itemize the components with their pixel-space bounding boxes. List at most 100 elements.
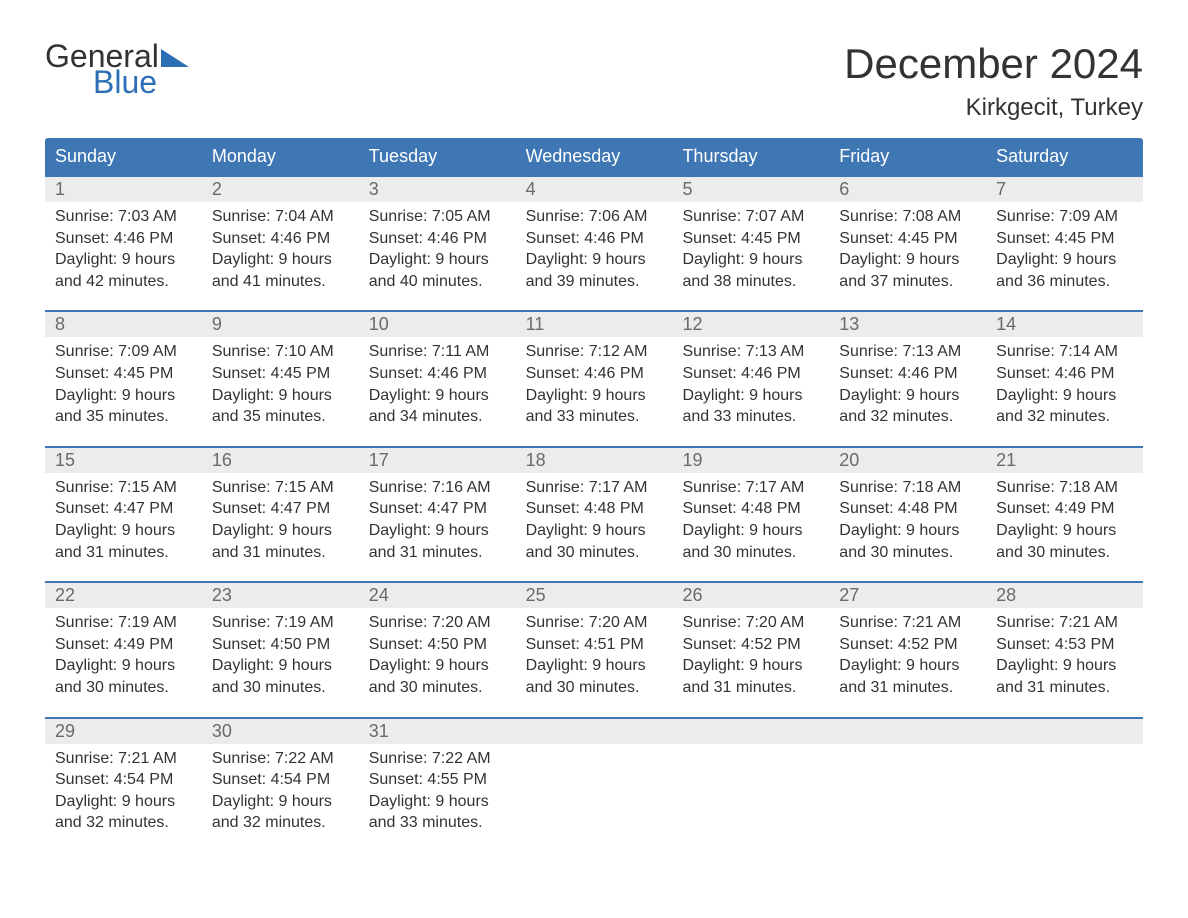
day-number: 17 [359,446,516,473]
sunrise-line: Sunrise: 7:09 AM [55,341,192,363]
day-header: Friday [829,138,986,175]
sunrise-line: Sunrise: 7:22 AM [369,748,506,770]
cell-body: Sunrise: 7:03 AMSunset: 4:46 PMDaylight:… [45,202,202,292]
cell-body: Sunrise: 7:18 AMSunset: 4:49 PMDaylight:… [986,473,1143,563]
calendar-cell: 30Sunrise: 7:22 AMSunset: 4:54 PMDayligh… [202,717,359,834]
calendar-cell: 14Sunrise: 7:14 AMSunset: 4:46 PMDayligh… [986,310,1143,427]
day-number: 3 [359,175,516,202]
calendar-cell: 22Sunrise: 7:19 AMSunset: 4:49 PMDayligh… [45,581,202,698]
calendar-week: 22Sunrise: 7:19 AMSunset: 4:49 PMDayligh… [45,581,1143,698]
daylight-line: Daylight: 9 hours and 32 minutes. [212,791,349,834]
daylight-line: Daylight: 9 hours and 31 minutes. [682,655,819,698]
day-number: 8 [45,310,202,337]
sunset-line: Sunset: 4:46 PM [526,228,663,250]
cell-body: Sunrise: 7:11 AMSunset: 4:46 PMDaylight:… [359,337,516,427]
sunrise-line: Sunrise: 7:15 AM [55,477,192,499]
day-number: 20 [829,446,986,473]
cell-body: Sunrise: 7:22 AMSunset: 4:54 PMDaylight:… [202,744,359,834]
cell-body: Sunrise: 7:20 AMSunset: 4:51 PMDaylight:… [516,608,673,698]
daylight-line: Daylight: 9 hours and 30 minutes. [526,520,663,563]
sunset-line: Sunset: 4:47 PM [55,498,192,520]
day-header: Tuesday [359,138,516,175]
day-number: 24 [359,581,516,608]
sunrise-line: Sunrise: 7:19 AM [55,612,192,634]
calendar-cell: 10Sunrise: 7:11 AMSunset: 4:46 PMDayligh… [359,310,516,427]
calendar-cell: 25Sunrise: 7:20 AMSunset: 4:51 PMDayligh… [516,581,673,698]
sunset-line: Sunset: 4:46 PM [996,363,1133,385]
day-number: 1 [45,175,202,202]
calendar-cell: 6Sunrise: 7:08 AMSunset: 4:45 PMDaylight… [829,175,986,292]
calendar-cell: 13Sunrise: 7:13 AMSunset: 4:46 PMDayligh… [829,310,986,427]
day-header: Saturday [986,138,1143,175]
sunrise-line: Sunrise: 7:17 AM [526,477,663,499]
day-header: Sunday [45,138,202,175]
sunset-line: Sunset: 4:49 PM [55,634,192,656]
day-number: 28 [986,581,1143,608]
day-header-row: SundayMondayTuesdayWednesdayThursdayFrid… [45,138,1143,175]
day-header: Monday [202,138,359,175]
calendar-cell: 7Sunrise: 7:09 AMSunset: 4:45 PMDaylight… [986,175,1143,292]
sunrise-line: Sunrise: 7:12 AM [526,341,663,363]
calendar-cell: 31Sunrise: 7:22 AMSunset: 4:55 PMDayligh… [359,717,516,834]
sunrise-line: Sunrise: 7:21 AM [996,612,1133,634]
cell-body [829,744,986,748]
sunrise-line: Sunrise: 7:06 AM [526,206,663,228]
calendar-cell: 16Sunrise: 7:15 AMSunset: 4:47 PMDayligh… [202,446,359,563]
calendar-cell [672,717,829,834]
cell-body: Sunrise: 7:20 AMSunset: 4:50 PMDaylight:… [359,608,516,698]
title-block: December 2024 Kirkgecit, Turkey [844,40,1143,122]
cell-body: Sunrise: 7:09 AMSunset: 4:45 PMDaylight:… [45,337,202,427]
day-number: 26 [672,581,829,608]
calendar-cell [516,717,673,834]
cell-body: Sunrise: 7:06 AMSunset: 4:46 PMDaylight:… [516,202,673,292]
sunrise-line: Sunrise: 7:05 AM [369,206,506,228]
logo-flag-icon [161,49,189,67]
daylight-line: Daylight: 9 hours and 33 minutes. [682,385,819,428]
day-number: 18 [516,446,673,473]
calendar-cell: 27Sunrise: 7:21 AMSunset: 4:52 PMDayligh… [829,581,986,698]
sunrise-line: Sunrise: 7:14 AM [996,341,1133,363]
sunset-line: Sunset: 4:49 PM [996,498,1133,520]
daylight-line: Daylight: 9 hours and 31 minutes. [839,655,976,698]
cell-body: Sunrise: 7:04 AMSunset: 4:46 PMDaylight:… [202,202,359,292]
daylight-line: Daylight: 9 hours and 38 minutes. [682,249,819,292]
sunset-line: Sunset: 4:47 PM [369,498,506,520]
sunset-line: Sunset: 4:50 PM [212,634,349,656]
day-number: 5 [672,175,829,202]
daylight-line: Daylight: 9 hours and 42 minutes. [55,249,192,292]
sunset-line: Sunset: 4:46 PM [212,228,349,250]
calendar-cell: 5Sunrise: 7:07 AMSunset: 4:45 PMDaylight… [672,175,829,292]
day-number: 9 [202,310,359,337]
daylight-line: Daylight: 9 hours and 33 minutes. [369,791,506,834]
sunrise-line: Sunrise: 7:10 AM [212,341,349,363]
day-header: Thursday [672,138,829,175]
calendar-cell: 17Sunrise: 7:16 AMSunset: 4:47 PMDayligh… [359,446,516,563]
daylight-line: Daylight: 9 hours and 32 minutes. [996,385,1133,428]
cell-body: Sunrise: 7:08 AMSunset: 4:45 PMDaylight:… [829,202,986,292]
sunrise-line: Sunrise: 7:07 AM [682,206,819,228]
day-number: 16 [202,446,359,473]
day-number: 29 [45,717,202,744]
month-title: December 2024 [844,40,1143,88]
calendar-cell: 21Sunrise: 7:18 AMSunset: 4:49 PMDayligh… [986,446,1143,563]
cell-body: Sunrise: 7:05 AMSunset: 4:46 PMDaylight:… [359,202,516,292]
sunset-line: Sunset: 4:46 PM [839,363,976,385]
sunset-line: Sunset: 4:48 PM [682,498,819,520]
calendar-cell [986,717,1143,834]
day-number: 2 [202,175,359,202]
sunset-line: Sunset: 4:47 PM [212,498,349,520]
daylight-line: Daylight: 9 hours and 31 minutes. [55,520,192,563]
calendar-cell: 29Sunrise: 7:21 AMSunset: 4:54 PMDayligh… [45,717,202,834]
sunrise-line: Sunrise: 7:16 AM [369,477,506,499]
daylight-line: Daylight: 9 hours and 30 minutes. [839,520,976,563]
daylight-line: Daylight: 9 hours and 35 minutes. [55,385,192,428]
sunrise-line: Sunrise: 7:20 AM [682,612,819,634]
daylight-line: Daylight: 9 hours and 30 minutes. [682,520,819,563]
cell-body: Sunrise: 7:16 AMSunset: 4:47 PMDaylight:… [359,473,516,563]
calendar-week: 1Sunrise: 7:03 AMSunset: 4:46 PMDaylight… [45,175,1143,292]
calendar-cell [829,717,986,834]
sunset-line: Sunset: 4:45 PM [212,363,349,385]
sunrise-line: Sunrise: 7:08 AM [839,206,976,228]
cell-body: Sunrise: 7:19 AMSunset: 4:50 PMDaylight:… [202,608,359,698]
calendar-cell: 11Sunrise: 7:12 AMSunset: 4:46 PMDayligh… [516,310,673,427]
